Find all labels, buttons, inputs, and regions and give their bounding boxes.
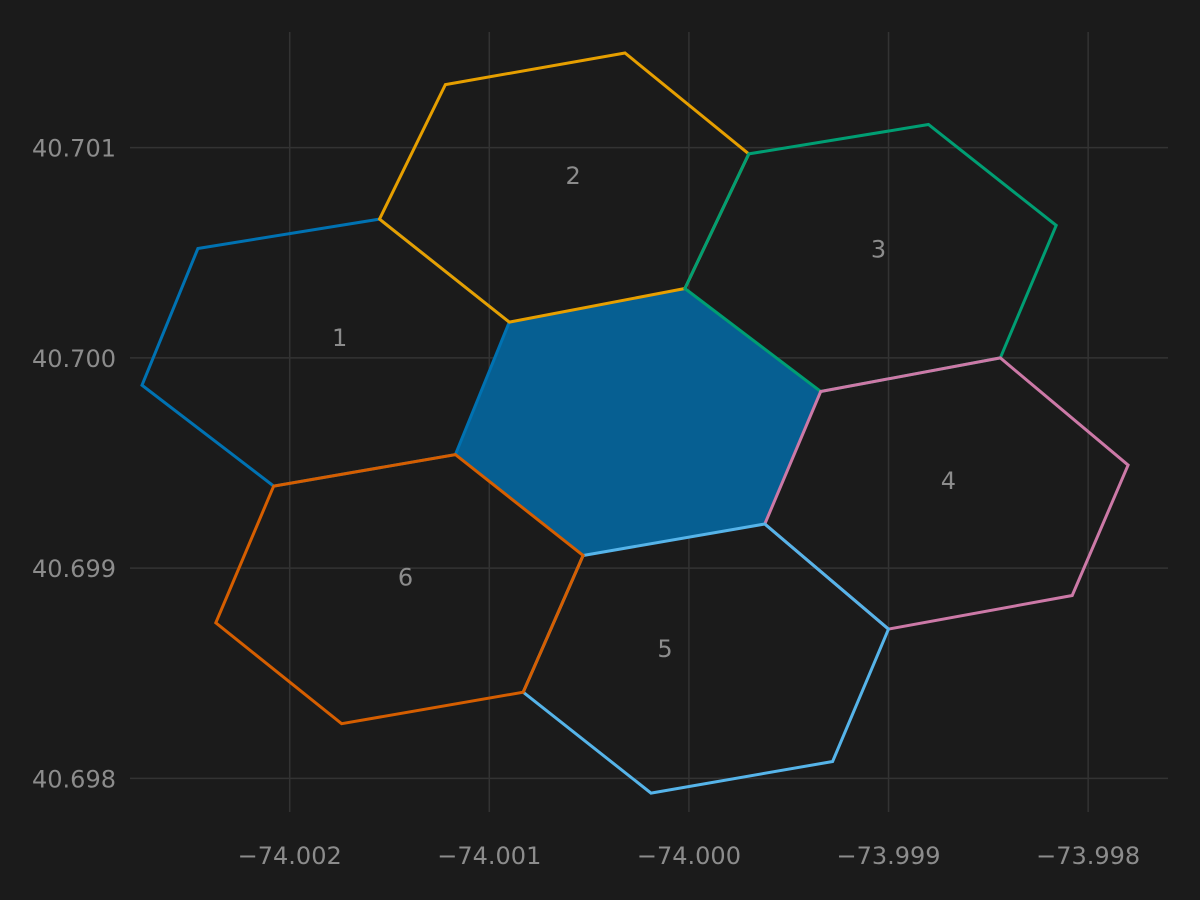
hexagon-label-3: 3 <box>871 236 886 264</box>
x-tick-label: −74.000 <box>637 842 741 870</box>
y-tick-label: 40.701 <box>32 135 116 163</box>
x-tick-label: −74.001 <box>437 842 541 870</box>
center-hexagon <box>455 288 821 556</box>
x-tick-label: −73.999 <box>836 842 940 870</box>
hexagon-labels: 1 2 3 4 5 6 <box>332 162 956 663</box>
hexagon-label-2: 2 <box>566 162 581 190</box>
hexagon-label-4: 4 <box>941 467 956 495</box>
x-axis-tick-labels: −74.002 −74.001 −74.000 −73.999 −73.998 <box>238 842 1141 870</box>
hexagon-label-1: 1 <box>332 324 347 352</box>
hexagon-outlines <box>140 51 1130 795</box>
y-tick-label: 40.700 <box>32 345 116 373</box>
x-tick-label: −74.002 <box>238 842 342 870</box>
y-tick-label: 40.699 <box>32 555 116 583</box>
hexagon-label-6: 6 <box>398 564 413 592</box>
y-axis-tick-labels: 40.701 40.700 40.699 40.698 <box>32 135 116 794</box>
x-tick-label: −73.998 <box>1036 842 1140 870</box>
hexagon-fills <box>455 288 821 556</box>
y-tick-label: 40.698 <box>32 765 116 793</box>
hexagon-6 <box>213 453 585 726</box>
hexagon-label-5: 5 <box>657 635 672 663</box>
